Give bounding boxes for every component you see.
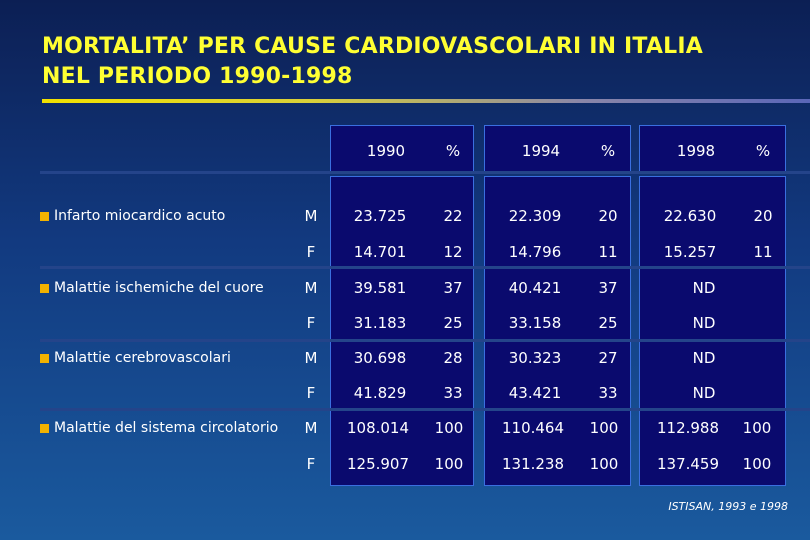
title-line-2: NEL PERIODO 1990-1998: [42, 64, 353, 89]
title-underline: [42, 99, 810, 103]
header-year-1998: 1998: [676, 142, 716, 160]
cause-text: Infarto miocardico acuto: [54, 208, 226, 224]
cause-label: Malattie del sistema circolatorio: [40, 418, 278, 438]
sex-label-f: F: [306, 455, 316, 473]
pct-cell: 20: [753, 207, 773, 225]
pct-cell: 25: [598, 314, 618, 332]
cause-label: Malattie ischemiche del cuore: [40, 278, 264, 298]
nd-cell: ND: [692, 279, 716, 297]
nd-cell: ND: [692, 384, 716, 402]
value-cell: 43.421: [508, 384, 562, 402]
cause-text: Malattie ischemiche del cuore: [54, 280, 264, 296]
sex-label-m: M: [304, 279, 318, 297]
value-cell: 41.829: [353, 384, 407, 402]
cause-text: Malattie cerebrovascolari: [54, 350, 231, 366]
value-cell: 33.158: [508, 314, 562, 332]
pct-cell: 100: [434, 455, 464, 473]
row-separator: [40, 266, 810, 269]
sex-label-f: F: [306, 384, 316, 402]
cause-text: Malattie del sistema circolatorio: [54, 420, 279, 436]
pct-cell: 100: [742, 455, 772, 473]
value-cell: 110.464: [501, 419, 565, 437]
row-separator: [40, 339, 810, 342]
value-cell: 125.907: [346, 455, 410, 473]
header-panel-1990: [330, 125, 474, 172]
pct-cell: 22: [443, 207, 463, 225]
source-citation: ISTISAN, 1993 e 1998: [668, 500, 788, 513]
body-panel-1990: [330, 176, 474, 486]
value-cell: 23.725: [353, 207, 407, 225]
value-cell: 108.014: [346, 419, 410, 437]
bullet-icon: [40, 211, 49, 221]
value-cell: 22.630: [663, 207, 717, 225]
pct-cell: 11: [753, 243, 773, 261]
header-pct-1990: %: [445, 142, 461, 160]
value-cell: 40.421: [508, 279, 562, 297]
value-cell: 14.796: [508, 243, 562, 261]
nd-cell: ND: [692, 349, 716, 367]
bullet-icon: [40, 423, 49, 433]
pct-cell: 27: [598, 349, 618, 367]
value-cell: 14.701: [353, 243, 407, 261]
pct-cell: 20: [598, 207, 618, 225]
title-line-1: MORTALITA’ PER CAUSE CARDIOVASCOLARI IN …: [42, 34, 703, 59]
pct-cell: 33: [443, 384, 463, 402]
row-separator: [40, 171, 810, 174]
value-cell: 112.988: [656, 419, 720, 437]
sex-label-m: M: [304, 419, 318, 437]
header-pct-1998: %: [755, 142, 771, 160]
pct-cell: 12: [443, 243, 463, 261]
pct-cell: 37: [598, 279, 618, 297]
header-year-1990: 1990: [366, 142, 406, 160]
header-year-1994: 1994: [521, 142, 561, 160]
bullet-icon: [40, 353, 49, 363]
pct-cell: 100: [589, 455, 619, 473]
nd-cell: ND: [692, 314, 716, 332]
value-cell: 137.459: [656, 455, 720, 473]
value-cell: 31.183: [353, 314, 407, 332]
header-panel-1994: [484, 125, 631, 172]
body-panel-1998: [639, 176, 786, 486]
cause-label: Malattie cerebrovascolari: [40, 348, 231, 368]
pct-cell: 100: [742, 419, 772, 437]
value-cell: 15.257: [663, 243, 717, 261]
value-cell: 39.581: [353, 279, 407, 297]
row-separator: [40, 408, 810, 411]
value-cell: 30.698: [353, 349, 407, 367]
value-cell: 30.323: [508, 349, 562, 367]
value-cell: 22.309: [508, 207, 562, 225]
sex-label-m: M: [304, 207, 318, 225]
page-title: MORTALITA’ PER CAUSE CARDIOVASCOLARI IN …: [42, 32, 703, 92]
sex-label-f: F: [306, 243, 316, 261]
body-panel-1994: [484, 176, 631, 486]
cause-label: Infarto miocardico acuto: [40, 206, 225, 226]
pct-cell: 25: [443, 314, 463, 332]
pct-cell: 28: [443, 349, 463, 367]
header-pct-1994: %: [600, 142, 616, 160]
pct-cell: 11: [598, 243, 618, 261]
pct-cell: 33: [598, 384, 618, 402]
pct-cell: 100: [434, 419, 464, 437]
sex-label-f: F: [306, 314, 316, 332]
bullet-icon: [40, 283, 49, 293]
pct-cell: 100: [589, 419, 619, 437]
pct-cell: 37: [443, 279, 463, 297]
value-cell: 131.238: [501, 455, 565, 473]
sex-label-m: M: [304, 349, 318, 367]
